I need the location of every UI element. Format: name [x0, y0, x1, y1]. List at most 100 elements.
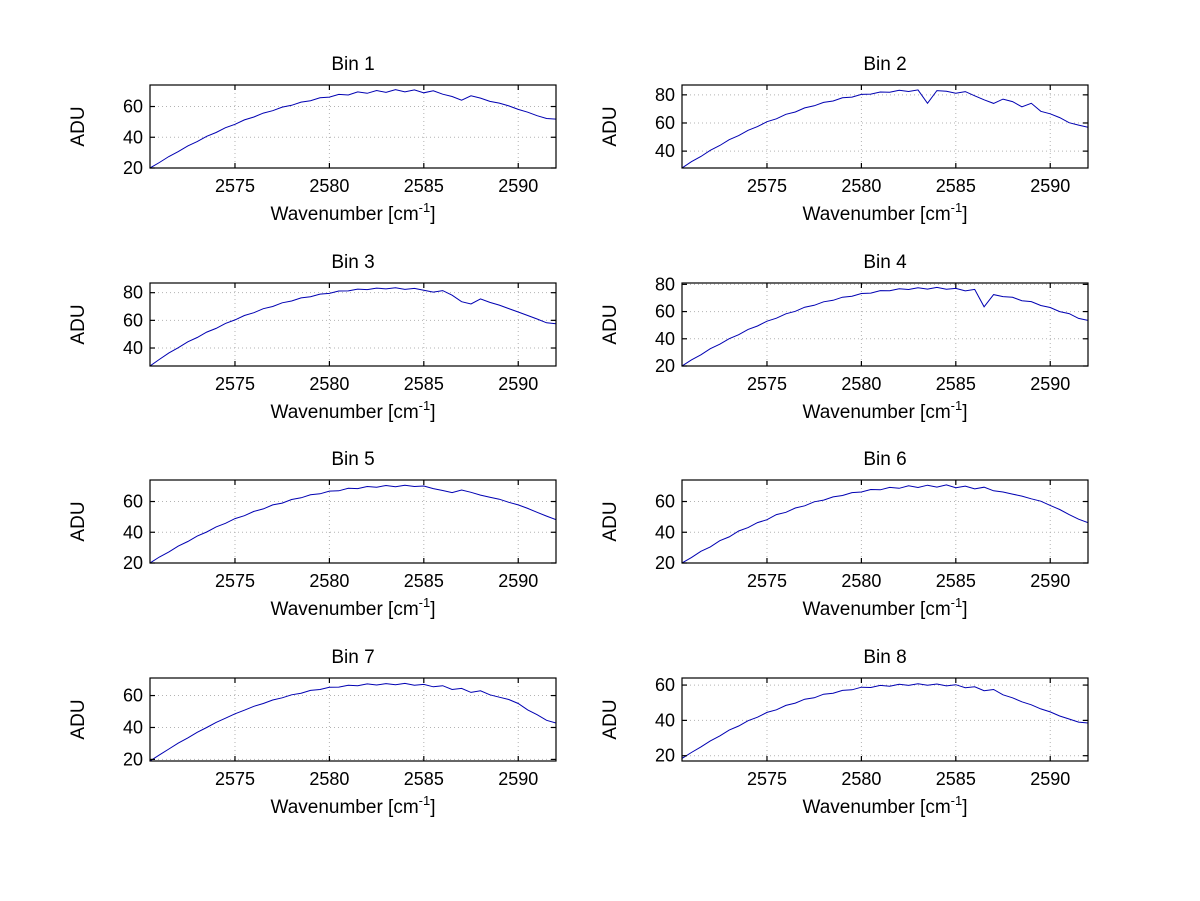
y-tick-label: 40: [655, 329, 675, 349]
spectrum-line: [682, 89, 1088, 168]
x-tick-label: 2575: [215, 374, 255, 394]
x-tick-label: 2575: [215, 769, 255, 789]
x-axis-label: Wavenumber [cm-1]: [270, 398, 435, 423]
x-axis-label: Wavenumber [cm-1]: [270, 595, 435, 620]
x-tick-label: 2585: [936, 571, 976, 591]
y-axis-label: ADU: [600, 304, 621, 344]
subplot-bin-8: Bin 8 2575 2580 2585 2590 20 40 60 Wavenumber [c…: [600, 647, 1089, 818]
plot-title: Bin 1: [331, 54, 374, 75]
x-tick-label: 2580: [309, 374, 349, 394]
x-axis-label: Wavenumber [cm-1]: [802, 793, 967, 818]
y-tick-label: 80: [123, 283, 143, 303]
y-tick-label: 80: [655, 85, 675, 105]
y-tick-label: 60: [655, 492, 675, 512]
y-tick-label: 40: [123, 717, 143, 737]
x-tick-label: 2585: [404, 571, 444, 591]
x-axis-label: Wavenumber [cm-1]: [270, 793, 435, 818]
x-tick-label: 2575: [747, 769, 787, 789]
x-tick-label: 2585: [936, 769, 976, 789]
x-tick-label: 2575: [747, 374, 787, 394]
y-tick-label: 40: [123, 338, 143, 358]
y-axis-label: ADU: [600, 501, 621, 541]
y-tick-label: 40: [655, 710, 675, 730]
y-tick-label: 60: [123, 686, 143, 706]
spectrum-line: [682, 683, 1088, 759]
x-tick-label: 2575: [215, 176, 255, 196]
y-tick-label: 40: [655, 522, 675, 542]
subplot-bin-6: Bin 6 2575 2580 2585 2590 20 40 60 Wavenumber [c…: [600, 449, 1089, 620]
x-tick-label: 2580: [309, 176, 349, 196]
y-tick-label: 20: [655, 356, 675, 376]
x-tick-label: 2580: [309, 769, 349, 789]
x-tick-label: 2580: [309, 571, 349, 591]
axes-box: [149, 84, 557, 169]
x-tick-label: 2575: [215, 571, 255, 591]
x-tick-label: 2590: [1030, 176, 1070, 196]
y-tick-label: 20: [655, 553, 675, 573]
subplot-bin-5: Bin 5 2575 2580 2585 2590 20 40 60 Wavenumber [c…: [68, 449, 557, 620]
subplot-bin-1: Bin 1 2575 2580 2585 2590 20 40 60 Wavenumber [c…: [68, 54, 557, 225]
y-tick-label: 60: [655, 113, 675, 133]
axes-box: [681, 677, 1089, 762]
y-tick-label: 20: [123, 749, 143, 769]
plot-title: Bin 2: [863, 54, 906, 75]
axes-box: [681, 282, 1089, 367]
y-tick-label: 40: [123, 127, 143, 147]
y-tick-label: 80: [655, 274, 675, 294]
y-tick-label: 60: [123, 97, 143, 117]
y-tick-label: 20: [123, 158, 143, 178]
x-axis-label: Wavenumber [cm-1]: [802, 595, 967, 620]
y-tick-label: 60: [655, 675, 675, 695]
subplot-bin-7: Bin 7 2575 2580 2585 2590 20 40 60 Wavenumber [c…: [68, 647, 557, 818]
spectrum-line: [150, 682, 556, 761]
y-tick-label: 20: [123, 553, 143, 573]
y-tick-label: 60: [123, 310, 143, 330]
axes-box: [149, 282, 557, 367]
y-tick-label: 60: [123, 492, 143, 512]
spectrum-line: [682, 286, 1088, 366]
y-axis-label: ADU: [68, 501, 89, 541]
axes-box: [681, 479, 1089, 564]
x-tick-label: 2590: [498, 769, 538, 789]
x-tick-label: 2575: [747, 571, 787, 591]
x-tick-label: 2585: [936, 374, 976, 394]
y-tick-label: 40: [123, 522, 143, 542]
plot-title: Bin 8: [863, 647, 906, 668]
plot-title: Bin 7: [331, 647, 374, 668]
y-axis-label: ADU: [68, 699, 89, 739]
plot-title: Bin 5: [331, 449, 374, 470]
axes-box: [681, 84, 1089, 169]
subplot-bin-4: Bin 4 2575 2580 2585 2590 20 40 60 80 Wavenumber …: [600, 252, 1089, 423]
axes-box: [149, 677, 557, 762]
y-tick-label: 60: [655, 302, 675, 322]
x-tick-label: 2580: [841, 769, 881, 789]
x-tick-label: 2585: [404, 374, 444, 394]
subplot-bin-3: Bin 3 2575 2580 2585 2590 40 60 80 Wavenumber [c…: [68, 252, 557, 423]
x-axis-label: Wavenumber [cm-1]: [802, 398, 967, 423]
x-axis-label: Wavenumber [cm-1]: [802, 200, 967, 225]
y-axis-label: ADU: [68, 304, 89, 344]
y-tick-label: 40: [655, 141, 675, 161]
x-tick-label: 2585: [936, 176, 976, 196]
x-tick-label: 2580: [841, 176, 881, 196]
x-axis-label: Wavenumber [cm-1]: [270, 200, 435, 225]
spectrum-line: [682, 484, 1088, 563]
x-tick-label: 2585: [404, 176, 444, 196]
plot-title: Bin 4: [863, 252, 907, 273]
x-tick-label: 2580: [841, 374, 881, 394]
x-tick-label: 2580: [841, 571, 881, 591]
x-tick-label: 2590: [1030, 769, 1070, 789]
y-axis-label: ADU: [600, 699, 621, 739]
subplot-bin-2: Bin 2 2575 2580 2585 2590 40 60 80 Wavenumber [c…: [600, 54, 1089, 225]
y-axis-label: ADU: [600, 106, 621, 146]
x-tick-label: 2575: [747, 176, 787, 196]
x-tick-label: 2590: [1030, 571, 1070, 591]
spectrum-line: [150, 484, 556, 563]
spectrum-line: [150, 89, 556, 168]
spectrum-line: [150, 287, 556, 366]
plot-title: Bin 3: [331, 252, 374, 273]
plot-title: Bin 6: [863, 449, 906, 470]
x-tick-label: 2585: [404, 769, 444, 789]
y-tick-label: 20: [655, 746, 675, 766]
